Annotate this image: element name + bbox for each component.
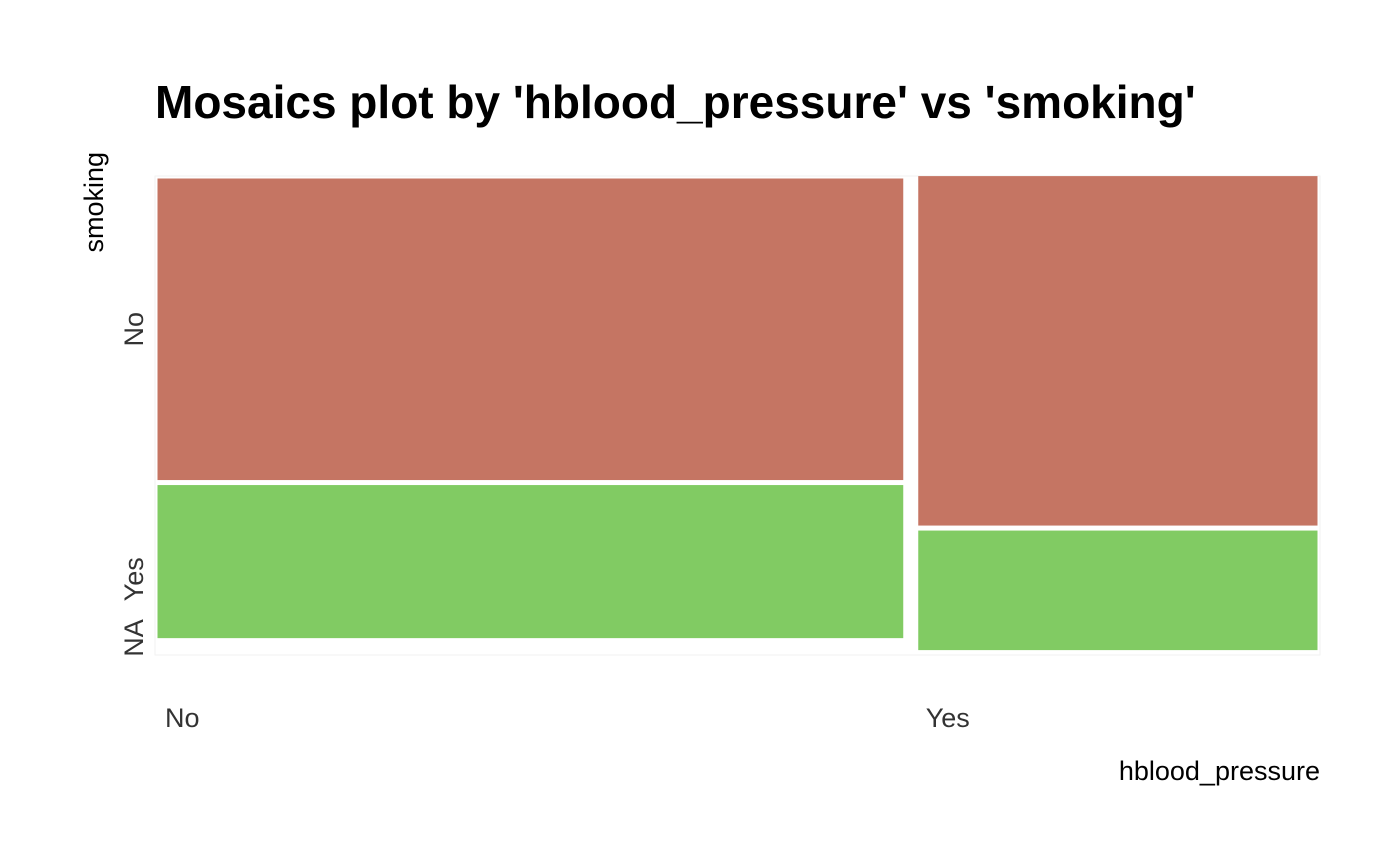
panel-border bbox=[154, 175, 1321, 656]
x-tick-yes: Yes bbox=[926, 703, 970, 733]
x-tick-labels: No Yes bbox=[165, 703, 970, 733]
y-tick-labels: NA Yes No bbox=[119, 312, 149, 657]
tile-yes-no bbox=[918, 176, 1318, 526]
tile-yes-yes bbox=[918, 530, 1318, 651]
mosaic-tiles bbox=[157, 176, 1318, 653]
chart-title: Mosaics plot by 'hblood_pressure' vs 'sm… bbox=[155, 76, 1196, 128]
y-tick-na: NA bbox=[119, 619, 149, 657]
tile-no-yes bbox=[157, 485, 904, 639]
tile-no-na bbox=[157, 643, 904, 653]
y-axis-label: smoking bbox=[79, 152, 109, 253]
y-tick-no: No bbox=[119, 312, 149, 347]
x-tick-no: No bbox=[165, 703, 200, 733]
tile-no-no bbox=[157, 178, 904, 481]
y-tick-yes: Yes bbox=[119, 557, 149, 601]
x-axis-label: hblood_pressure bbox=[1119, 756, 1320, 786]
grid-lines bbox=[154, 175, 1321, 656]
